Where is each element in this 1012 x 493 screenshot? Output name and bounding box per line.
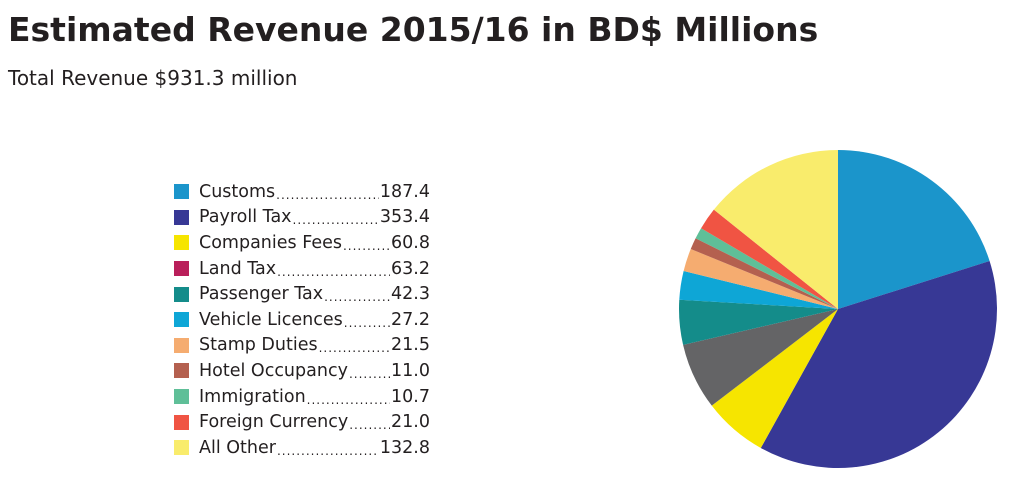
pie-slice-companies-fees	[711, 309, 838, 448]
legend-swatch	[174, 184, 189, 200]
legend-swatch	[174, 261, 189, 277]
pie-slice-land-tax	[683, 309, 838, 406]
legend-swatch	[174, 389, 189, 405]
chart-title: Estimated Revenue 2015/16 in BD$ Million…	[8, 10, 819, 49]
legend-item: Foreign Currency 21.0	[174, 409, 430, 435]
legend-swatch	[174, 286, 189, 302]
legend-label: Land Tax	[199, 258, 277, 279]
chart-subtitle: Total Revenue $931.3 million	[8, 66, 298, 90]
legend-swatch	[174, 235, 189, 251]
legend-label: All Other	[199, 437, 276, 458]
legend-item: Passenger Tax 42.3	[174, 281, 430, 307]
pie-slice-passenger-tax	[678, 299, 838, 345]
legend-label: Companies Fees	[199, 232, 342, 253]
legend-value: 27.2	[391, 309, 430, 330]
legend-label: Payroll Tax	[199, 207, 292, 228]
legend-label: Hotel Occupancy	[199, 360, 348, 381]
legend-label: Immigration	[199, 386, 306, 407]
pie-slice-payroll-tax	[760, 261, 997, 469]
pie-slice-stamp-duties	[683, 249, 838, 309]
legend-value: 21.0	[391, 412, 430, 433]
legend-value: 60.8	[391, 232, 430, 253]
legend-label: Foreign Currency	[199, 412, 349, 433]
pie-slice-hotel-occupancy	[690, 238, 838, 309]
legend-swatch	[174, 312, 189, 328]
legend-swatch	[174, 363, 189, 379]
legend-item: Immigration 10.7	[174, 384, 430, 410]
legend-value: 11.0	[391, 360, 430, 381]
legend-value: 42.3	[391, 284, 430, 305]
legend-value: 353.4	[379, 207, 430, 228]
pie-slice-foreign-currency	[701, 209, 838, 309]
legend-item: Customs 187.4	[174, 179, 430, 205]
legend-swatch	[174, 414, 189, 430]
legend-value: 132.8	[379, 437, 430, 458]
legend-swatch	[174, 209, 189, 225]
legend-label: Vehicle Licences	[199, 309, 343, 330]
pie-slice-all-other	[713, 150, 838, 309]
legend-value: 63.2	[391, 258, 430, 279]
legend-label: Customs	[199, 181, 276, 202]
pie-slice-vehicle-licences	[679, 270, 838, 309]
legend-value: 10.7	[391, 386, 430, 407]
legend-value: 21.5	[391, 335, 430, 356]
legend-item: Payroll Tax 353.4	[174, 205, 430, 231]
pie-slice-immigration	[695, 228, 838, 309]
legend-value: 187.4	[379, 181, 430, 202]
legend-item: Hotel Occupancy 11.0	[174, 358, 430, 384]
legend-label: Stamp Duties	[199, 335, 318, 356]
legend-swatch	[174, 337, 189, 353]
legend-item: Companies Fees 60.8	[174, 230, 430, 256]
legend-item: Land Tax 63.2	[174, 256, 430, 282]
pie-slice-customs	[838, 150, 990, 309]
legend-item: Stamp Duties 21.5	[174, 333, 430, 359]
legend-item: All Other 132.8	[174, 435, 430, 461]
legend-item: Vehicle Licences 27.2	[174, 307, 430, 333]
legend-label: Passenger Tax	[199, 284, 324, 305]
legend-swatch	[174, 440, 189, 456]
